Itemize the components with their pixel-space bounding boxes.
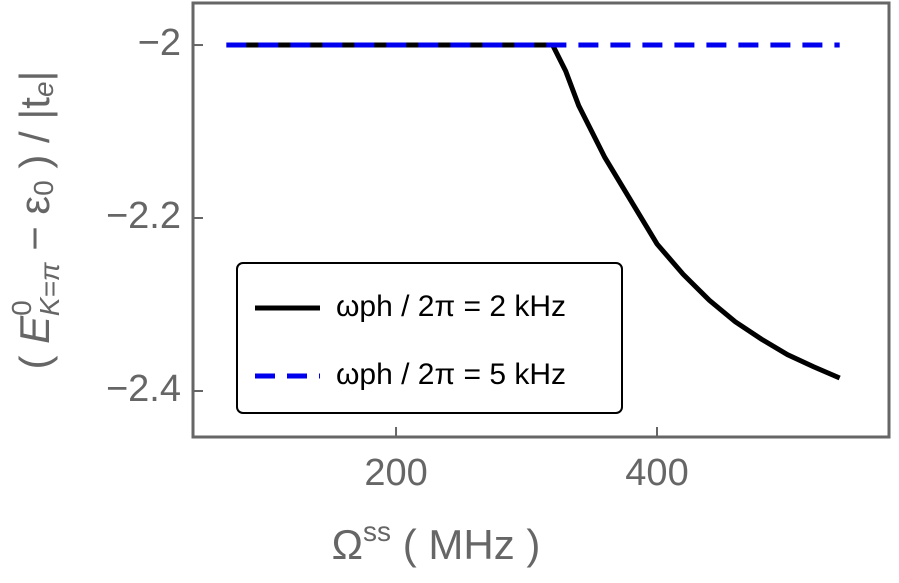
y-tick-label: −2.2 (106, 195, 181, 237)
y-axis-label: ( E0K=π − ε0 ) / |te| (6, 71, 65, 370)
y-label-part: ) / |t (11, 97, 58, 181)
legend-label: ωph / 2π = 2 kHz (336, 290, 566, 323)
y-label-part: K=π (34, 261, 65, 316)
plot-frame (191, 1, 891, 439)
y-label-part: − ε (11, 196, 58, 263)
x-label-part: ( MHz ) (391, 521, 540, 568)
x-label-part: ss (363, 516, 391, 547)
x-axis-label: Ωss ( MHz ) (332, 516, 541, 568)
y-label-part: E (11, 315, 58, 344)
y-label-part: 0 (28, 180, 59, 196)
legend-box (236, 262, 623, 414)
x-tick-label: 400 (625, 452, 688, 494)
y-tick-label: −2.4 (106, 368, 181, 410)
y-tick-label: −2 (138, 22, 181, 64)
y-label-part: 0 (6, 300, 37, 316)
x-label-part: Ω (332, 521, 363, 568)
y-label-part: e (28, 81, 59, 97)
series-line (226, 42, 841, 381)
y-label-part: ( (11, 344, 58, 370)
legend-label: ωph / 2π = 5 kHz (336, 358, 566, 391)
x-tick-label: 200 (364, 452, 427, 494)
y-label-part: | (11, 71, 58, 82)
